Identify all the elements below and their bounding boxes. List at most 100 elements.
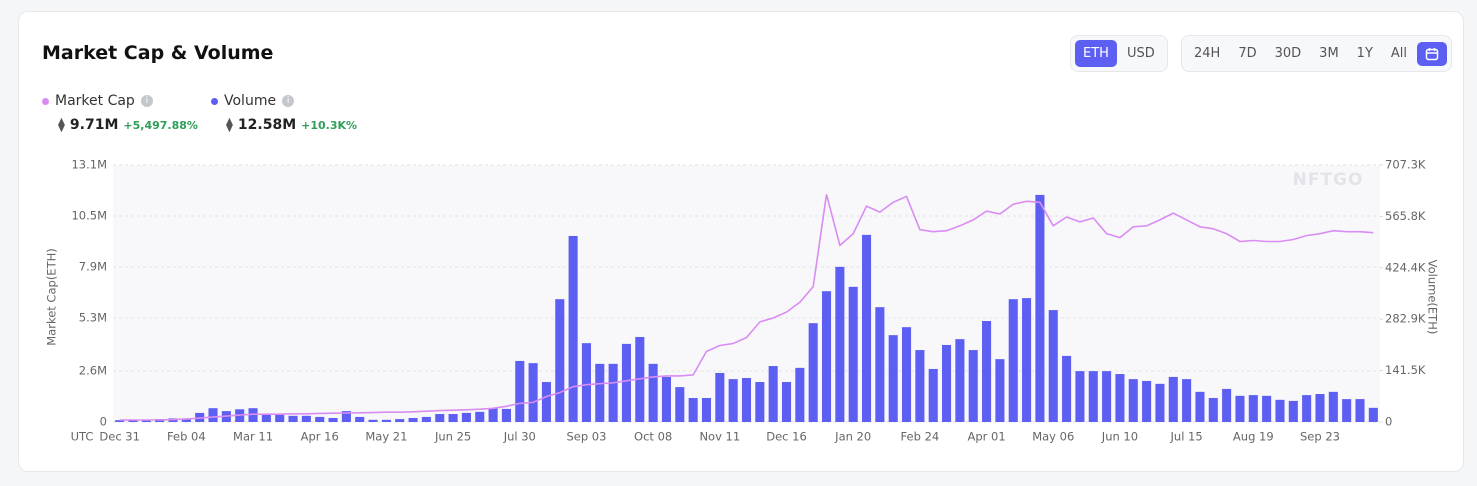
bar <box>1235 395 1245 422</box>
y2-tick-label: 707.3K <box>1385 158 1426 172</box>
bar <box>115 420 125 422</box>
y-tick-label: 0 <box>100 415 107 429</box>
chart-title: Market Cap & Volume <box>42 42 274 64</box>
y-tick-label: 5.3M <box>79 311 107 325</box>
x-tick-label: Jun 25 <box>434 430 471 444</box>
bar <box>995 359 1005 422</box>
bar <box>315 416 325 422</box>
bar <box>1328 391 1338 422</box>
x-tick-label: Dec 31 <box>99 430 140 444</box>
bar <box>968 350 978 422</box>
range-button[interactable]: 3M <box>1319 46 1339 61</box>
x-tick-label: May 21 <box>365 430 407 444</box>
bar <box>248 408 258 422</box>
x-tick-label: Sep 03 <box>566 430 606 444</box>
bar <box>1355 399 1365 422</box>
bar <box>728 379 738 422</box>
bar <box>1262 395 1272 422</box>
bar <box>755 382 765 422</box>
calendar-button[interactable] <box>1417 41 1448 66</box>
bar <box>821 291 832 422</box>
range-button[interactable]: All <box>1390 46 1408 61</box>
legend-item: Market Cap i <box>42 93 153 109</box>
bar <box>768 366 778 422</box>
x-tick-label: Mar 11 <box>233 430 273 444</box>
eth-icon: ⧫ <box>58 117 65 133</box>
y2-tick-label: 0 <box>1385 415 1392 429</box>
bar <box>1368 407 1378 422</box>
bar <box>1195 391 1205 422</box>
y2-tick-label: 282.9K <box>1385 312 1426 326</box>
bar <box>1248 395 1258 422</box>
bar <box>515 360 525 422</box>
legend-item: Volume i <box>211 93 295 109</box>
bar <box>781 382 792 422</box>
bar <box>701 398 712 422</box>
bar <box>715 372 725 422</box>
y2-axis-title: Volume(ETH) <box>1426 260 1440 335</box>
bar <box>328 418 338 422</box>
y2-tick-label: 424.4K <box>1385 260 1426 274</box>
y-tick-label: 2.6M <box>79 363 107 377</box>
x-tick-label: Oct 08 <box>634 430 672 444</box>
bar <box>435 414 445 422</box>
y-tick-label: 7.9M <box>79 260 107 274</box>
legend-dot <box>42 97 49 105</box>
x-tick-label: Apr 01 <box>967 430 1005 444</box>
currency-button[interactable]: ETH <box>1075 40 1117 67</box>
bar <box>1222 388 1232 422</box>
bar <box>141 420 151 422</box>
info-icon[interactable]: i <box>140 95 153 107</box>
bar <box>341 411 351 422</box>
bar <box>1008 299 1018 422</box>
bar <box>1102 371 1112 422</box>
range-button[interactable]: 30D <box>1274 46 1302 61</box>
bar <box>555 299 565 422</box>
bar <box>902 327 912 422</box>
bar <box>1288 400 1298 422</box>
bar <box>448 414 458 422</box>
range-button[interactable]: 7D <box>1238 46 1257 61</box>
stat-value: 9.71M <box>69 117 119 133</box>
bar <box>1075 371 1085 422</box>
bar <box>368 419 378 422</box>
x-tick-label: Aug 19 <box>1233 430 1274 444</box>
x-tick-label: Jul 30 <box>503 430 536 444</box>
bar <box>648 363 658 422</box>
y2-tick-label: 565.8K <box>1385 209 1426 223</box>
bar <box>861 234 872 422</box>
bar <box>501 408 511 422</box>
legend-stat: ⧫ 9.71M +5,497.88% <box>58 117 198 133</box>
bar <box>288 415 298 422</box>
bar <box>261 414 271 422</box>
stat-change: +5,497.88% <box>123 119 198 132</box>
bar <box>488 408 498 422</box>
x-tick-label: Dec 16 <box>766 430 807 444</box>
bar <box>741 378 752 422</box>
bar <box>1315 394 1325 422</box>
bar <box>955 339 965 422</box>
bar <box>541 382 551 422</box>
legend-stat: ⧫ 12.58M +10.3K% <box>226 117 357 133</box>
range-button[interactable]: 1Y <box>1356 46 1373 61</box>
stat-change: +10.3K% <box>301 119 358 132</box>
x-tick-label: Apr 16 <box>301 430 339 444</box>
bar <box>301 415 311 422</box>
range-button[interactable]: 24H <box>1194 46 1221 61</box>
eth-icon: ⧫ <box>226 117 233 133</box>
bar <box>461 412 471 422</box>
bar <box>421 416 431 422</box>
x-tick-label: Jan 20 <box>834 430 871 444</box>
bar <box>675 387 685 422</box>
currency-button[interactable]: USD <box>1126 46 1155 61</box>
info-icon[interactable]: i <box>282 95 295 107</box>
legend-label: Market Cap <box>55 93 135 109</box>
bar <box>942 344 952 422</box>
bar <box>595 363 605 422</box>
x-tick-label: May 06 <box>1032 430 1074 444</box>
bar <box>1208 398 1218 422</box>
bar <box>1022 298 1032 422</box>
watermark: NFTGO <box>1293 170 1364 190</box>
